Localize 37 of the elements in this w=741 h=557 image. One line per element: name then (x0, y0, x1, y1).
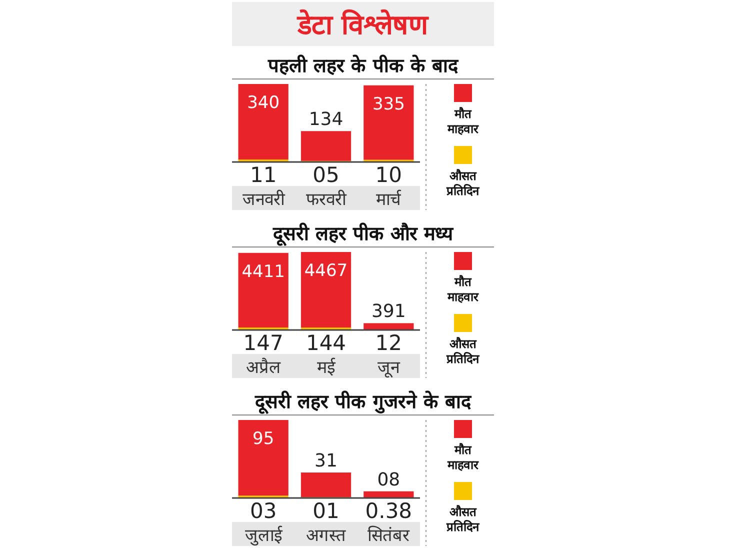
legend-label: मौत माहवार (446, 443, 480, 472)
x-tick-label: जनवरी (242, 189, 286, 210)
legend-label: औसत प्रतिदिन (446, 337, 480, 366)
chart-title: दूसरी लहर पीक गुजरने के बाद (254, 390, 472, 415)
data-label: 31 (314, 450, 338, 472)
chart-title: डेटा विश्लेषण (296, 9, 430, 41)
x-tick-label: फरवरी (306, 189, 347, 210)
legend-label: औसत प्रतिदिन (446, 169, 480, 198)
data-label: 4411 (242, 262, 285, 282)
x-tick-label: अगस्त (306, 526, 346, 546)
data-label: 340 (247, 93, 280, 113)
chart-title: दूसरी लहर पीक और मध्य (272, 222, 454, 247)
x-tick-label: जुलाई (244, 525, 283, 546)
data-label: 144 (306, 331, 346, 355)
data-label: 335 (372, 94, 405, 114)
legend-label: औसत प्रतिदिन (446, 505, 480, 534)
data-label: 4467 (304, 261, 348, 281)
data-label: 95 (252, 429, 274, 449)
x-tick-label: अप्रैल (246, 357, 281, 378)
data-label: 03 (250, 499, 277, 523)
x-tick-label: सितंबर (368, 525, 411, 546)
data-label: 10 (375, 163, 402, 187)
legend-label: मौत माहवार (446, 107, 480, 136)
x-tick-label: मई (317, 357, 336, 378)
data-label: 147 (243, 331, 284, 355)
chart-subtitle: पहली लहर के पीक के बाद (266, 54, 460, 77)
data-label: 391 (371, 301, 406, 322)
data-label: 08 (377, 469, 400, 490)
x-tick-label: मार्च (376, 189, 402, 210)
x-tick-label: जून (378, 358, 401, 378)
data-label: 01 (312, 499, 340, 523)
legend-label: मौत माहवार (446, 275, 480, 304)
data-label: 0.38 (365, 499, 412, 523)
data-label: 12 (375, 331, 402, 355)
data-label: 11 (250, 163, 277, 187)
data-label: 05 (312, 163, 340, 187)
data-label: 134 (308, 109, 344, 130)
